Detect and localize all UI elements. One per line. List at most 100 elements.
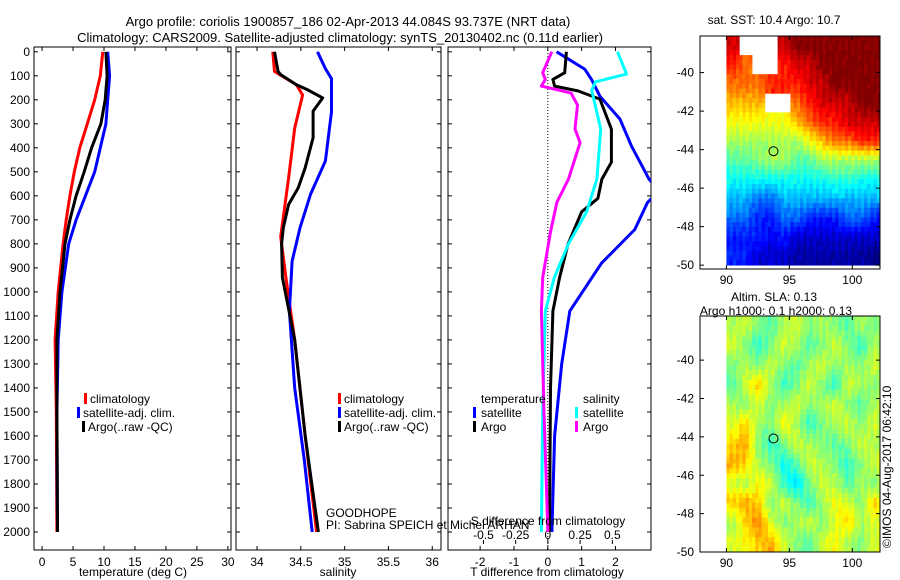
heatmap-cell xyxy=(864,64,868,70)
heatmap-cell xyxy=(774,74,779,80)
heatmap-cell xyxy=(854,45,859,51)
heatmap-cell xyxy=(752,537,756,543)
heatmap-cell xyxy=(800,241,804,247)
heatmap-cell xyxy=(761,212,766,218)
heatmap-cell xyxy=(726,198,731,204)
x-tick-label: 34 xyxy=(250,555,264,569)
heatmap-cell xyxy=(835,458,839,464)
heatmap-cell xyxy=(873,527,878,533)
heatmap-cell xyxy=(835,488,839,494)
heatmap-cell xyxy=(745,217,750,223)
heatmap-cell xyxy=(784,183,788,190)
heatmap-cell xyxy=(851,207,855,214)
heatmap-cell xyxy=(787,453,791,459)
heatmap-cell xyxy=(793,330,798,337)
heatmap-cell xyxy=(787,179,791,185)
heatmap-cell xyxy=(774,83,779,89)
heatmap-cell xyxy=(844,532,849,538)
heatmap-cells xyxy=(726,316,881,553)
heatmap-cell xyxy=(758,532,763,538)
heatmap-cell xyxy=(745,69,750,75)
heatmap-cell xyxy=(876,453,881,459)
heatmap-cell xyxy=(761,370,766,376)
heatmap-cell xyxy=(761,345,766,351)
heatmap-cell xyxy=(784,226,788,233)
heatmap-cell xyxy=(787,375,791,381)
heatmap-cell xyxy=(809,40,814,46)
heatmap-cell xyxy=(755,345,759,351)
heatmap-cell xyxy=(736,179,740,185)
heatmap-cell xyxy=(857,419,862,425)
heatmap-cell xyxy=(761,453,766,459)
heatmap-cell xyxy=(828,547,833,553)
heatmap-cell xyxy=(726,40,731,46)
heatmap-cell xyxy=(771,473,775,479)
heatmap-cell xyxy=(755,542,759,548)
heatmap-cell xyxy=(806,88,811,94)
heatmap-cell xyxy=(761,414,766,420)
heatmap-cell xyxy=(870,131,874,137)
heatmap-cell xyxy=(848,502,852,509)
heatmap-cell xyxy=(838,131,843,137)
heatmap-cell xyxy=(870,473,874,479)
heatmap-cell xyxy=(777,389,782,396)
heatmap-cell xyxy=(860,335,865,341)
heatmap-cell xyxy=(736,55,740,61)
heatmap-cell xyxy=(841,434,846,440)
heatmap-cell xyxy=(790,217,795,223)
heatmap-cell xyxy=(867,69,871,75)
heatmap-cell xyxy=(819,126,823,132)
heatmap-cell xyxy=(825,59,830,66)
heatmap-cell xyxy=(848,448,852,455)
heatmap-cell xyxy=(835,150,839,156)
heatmap-cell xyxy=(812,226,817,233)
heatmap-cell xyxy=(748,136,753,142)
heatmap-cell xyxy=(860,507,865,514)
heatmap-cell xyxy=(851,217,855,223)
heatmap-cell xyxy=(736,136,740,142)
heatmap-cell xyxy=(822,203,827,209)
heatmap-cell xyxy=(774,438,779,445)
heatmap-cell xyxy=(780,203,785,209)
heatmap-cell xyxy=(761,141,766,147)
heatmap-cell xyxy=(860,74,865,80)
heatmap-cell xyxy=(857,88,862,94)
heatmap-cell xyxy=(745,350,750,356)
heatmap-cell xyxy=(755,131,759,137)
heatmap-cell xyxy=(745,404,750,410)
heatmap-cell xyxy=(739,155,743,161)
heatmap-cell xyxy=(870,429,874,435)
heatmap-cell xyxy=(739,169,743,175)
heatmap-cell xyxy=(851,260,855,266)
heatmap-cell xyxy=(857,155,862,161)
heatmap-cell xyxy=(841,55,846,61)
heatmap-cell xyxy=(828,217,833,223)
heatmap-cell xyxy=(748,399,753,405)
heatmap-cell xyxy=(768,74,772,80)
heatmap-cell xyxy=(844,419,849,425)
heatmap-cell xyxy=(828,203,833,209)
heatmap-cell xyxy=(803,389,807,396)
heatmap-cell xyxy=(848,532,852,538)
heatmap-cell xyxy=(745,160,750,166)
heatmap-cell xyxy=(777,542,782,548)
heatmap-cell xyxy=(832,345,836,351)
heatmap-cell xyxy=(825,424,830,430)
heatmap-cell xyxy=(819,203,823,209)
heatmap-cell xyxy=(822,198,827,204)
heatmap-cell xyxy=(732,493,737,499)
heatmap-cell xyxy=(854,155,859,161)
heatmap-cell xyxy=(870,399,874,405)
heatmap-cell xyxy=(806,335,811,341)
heatmap-cell xyxy=(854,473,859,479)
heatmap-cell xyxy=(819,236,823,242)
heatmap-cell xyxy=(835,404,839,410)
heatmap-cell xyxy=(812,532,817,538)
heatmap-cell xyxy=(796,50,801,56)
heatmap-cell xyxy=(806,112,811,118)
heatmap-cell xyxy=(854,434,859,440)
heatmap-cell xyxy=(787,217,791,223)
heatmap-cell xyxy=(825,463,830,469)
heatmap-cell xyxy=(784,83,788,89)
heatmap-cell xyxy=(742,335,747,341)
